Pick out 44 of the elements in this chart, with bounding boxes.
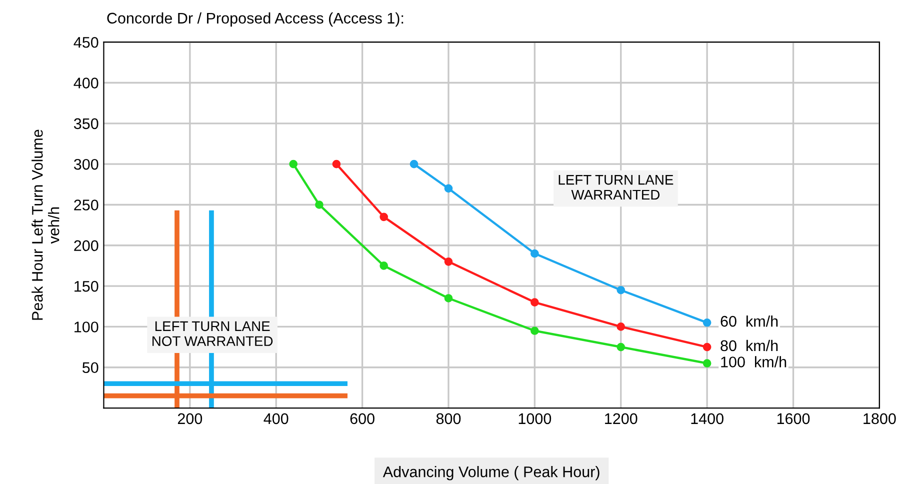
y-tick-label: 50: [82, 362, 98, 374]
y-tick-label: 400: [74, 78, 98, 88]
point: [444, 257, 453, 266]
point: [380, 262, 388, 270]
x-tick-label: 1600: [777, 413, 810, 424]
x-tick-label: 1800: [864, 413, 896, 424]
point: [702, 359, 712, 368]
point: [530, 298, 539, 306]
series-label: 80 km/h: [720, 340, 778, 352]
x-tick-label: 400: [264, 413, 288, 424]
y-tick-label: 250: [74, 200, 98, 210]
x-tick-label: 200: [178, 413, 202, 424]
y-tick-label: 300: [74, 158, 98, 170]
series-label: 100 km/h: [721, 356, 786, 368]
point: [315, 200, 324, 209]
point: [444, 184, 453, 193]
x-tick-label: 1000: [518, 413, 552, 424]
point: [410, 160, 418, 168]
point: [444, 294, 453, 302]
x-tick-label: 1200: [605, 413, 638, 424]
point: [530, 249, 539, 258]
series-label: 60 km/h: [720, 316, 778, 327]
point: [616, 286, 626, 294]
point: [702, 342, 712, 352]
annotation: LEFT TURN LANE WARRANTED: [558, 175, 674, 200]
point: [616, 342, 626, 352]
x-tick-label: 600: [350, 413, 374, 424]
annotation: LEFT TURN LANE NOT WARRANTED: [152, 321, 273, 346]
y-tick-label: 200: [74, 240, 98, 252]
y-tick-label: 100: [74, 322, 98, 332]
x-tick-label: 1400: [691, 413, 724, 424]
y-tick-label: 150: [74, 280, 98, 292]
point: [289, 160, 298, 168]
y-tick-label: 350: [74, 118, 98, 130]
y-tick-label: 450: [74, 36, 98, 48]
point: [616, 322, 626, 331]
point: [380, 212, 388, 222]
point: [332, 160, 341, 168]
x-axis-title: Advancing Volume ( Peak Hour): [382, 466, 600, 480]
y-axis-title: Peak Hour Left Turn Volume veh/h: [32, 130, 60, 320]
point: [530, 326, 539, 335]
chart-title: Concorde Dr / Proposed Access (Access 1):: [107, 12, 404, 27]
point: [702, 318, 712, 327]
x-tick-label: 800: [436, 413, 461, 424]
